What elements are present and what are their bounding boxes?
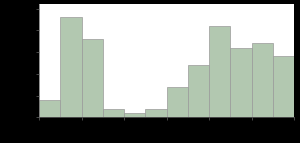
Bar [230,48,251,117]
Bar [209,26,230,117]
Bar [188,65,209,117]
Bar [39,100,60,117]
Bar [124,113,145,117]
Bar [82,39,103,117]
Bar [273,56,294,117]
Bar [251,43,273,117]
Bar [60,17,82,117]
Bar [145,109,166,117]
Bar [103,109,124,117]
Bar [167,87,188,117]
